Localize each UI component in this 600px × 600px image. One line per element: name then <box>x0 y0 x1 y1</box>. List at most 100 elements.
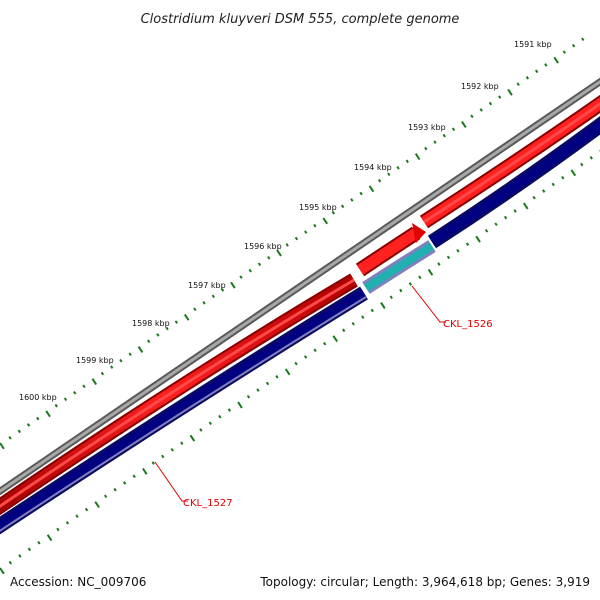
outer-minor-tick <box>73 391 77 395</box>
outer-minor-tick <box>470 114 474 119</box>
inner-minor-tick <box>580 162 584 167</box>
outer-minor-tick <box>488 101 493 106</box>
outer-minor-tick <box>544 63 548 67</box>
outer-minor-tick <box>156 333 160 337</box>
ruler-label-1593: 1593 kbp <box>408 123 446 132</box>
inner-minor-tick <box>103 494 108 499</box>
inner-minor-tick <box>84 507 89 512</box>
outer-major-tick <box>322 217 329 225</box>
outer-minor-tick <box>267 256 271 260</box>
inner-minor-tick <box>256 388 260 392</box>
outer-minor-tick <box>396 166 400 170</box>
inner-major-tick <box>380 302 386 309</box>
inner-minor-tick <box>56 527 60 532</box>
outer-major-tick <box>461 121 467 128</box>
outer-major-tick <box>414 153 421 161</box>
outer-minor-tick <box>359 191 363 196</box>
inner-major-tick <box>94 501 100 509</box>
inner-minor-tick <box>342 328 346 333</box>
outer-minor-tick <box>285 243 289 247</box>
inner-minor-tick <box>542 189 546 193</box>
inner-major-tick <box>189 434 196 442</box>
inner-minor-tick <box>170 448 174 452</box>
ruler-label-1594: 1594 kbp <box>354 163 392 172</box>
inner-minor-tick <box>551 182 555 187</box>
outer-minor-tick <box>498 95 502 99</box>
outer-minor-tick <box>304 230 308 234</box>
outer-minor-tick <box>220 288 225 292</box>
inner-minor-tick <box>227 408 232 412</box>
inner-major-tick <box>46 534 53 542</box>
outer-minor-tick <box>174 320 179 324</box>
inner-minor-tick <box>418 275 422 280</box>
outer-minor-tick <box>350 198 354 202</box>
outer-minor-tick <box>146 339 151 344</box>
outer-minor-tick <box>562 50 567 54</box>
outer-minor-tick <box>581 37 585 42</box>
inner-minor-tick <box>465 242 470 246</box>
outer-minor-tick <box>516 82 520 87</box>
outer-minor-tick <box>36 416 40 421</box>
inner-minor-tick <box>27 547 32 552</box>
outer-minor-tick <box>294 236 299 241</box>
outer-minor-tick <box>119 358 123 363</box>
outer-minor-tick <box>257 262 262 267</box>
ruler-label-1595: 1595 kbp <box>299 203 337 212</box>
outer-minor-tick <box>331 211 336 215</box>
inner-minor-tick <box>456 248 460 253</box>
outer-minor-tick <box>451 127 456 132</box>
outer-minor-tick <box>534 69 539 74</box>
gene-label-ckl1527[interactable]: CKL_1527 <box>183 498 233 509</box>
inner-minor-tick <box>218 414 222 419</box>
inner-minor-tick <box>437 262 441 266</box>
outer-minor-tick <box>340 204 345 209</box>
outer-ruler-ticks <box>0 37 585 450</box>
inner-minor-tick <box>122 481 127 485</box>
inner-minor-tick <box>351 321 355 326</box>
inner-major-tick <box>475 235 481 243</box>
inner-minor-tick <box>113 487 117 492</box>
inner-minor-tick <box>561 175 565 180</box>
outer-minor-tick <box>405 159 409 164</box>
outer-minor-tick <box>26 423 31 427</box>
reverse-strand-track <box>0 116 600 535</box>
gene-label-ckl1527-group: CKL_1527 <box>154 461 233 509</box>
inner-major-tick <box>570 169 577 177</box>
outer-major-tick <box>230 281 236 289</box>
inner-minor-tick <box>75 514 79 518</box>
outer-minor-tick <box>128 352 132 357</box>
inner-major-tick <box>284 368 291 376</box>
inner-minor-tick <box>180 441 184 445</box>
gene-label-ckl1526[interactable]: CKL_1526 <box>443 319 493 330</box>
inner-minor-tick <box>151 461 155 465</box>
ruler-label-1596: 1596 kbp <box>244 242 282 251</box>
genome-summary-text: Topology: circular; Length: 3,964,618 bp… <box>259 575 590 589</box>
ruler-label-1597: 1597 kbp <box>188 281 226 290</box>
inner-minor-tick <box>503 215 508 220</box>
inner-minor-tick <box>37 540 41 545</box>
outer-major-tick <box>276 249 282 257</box>
outer-major-tick <box>137 346 144 353</box>
outer-minor-tick <box>313 223 317 228</box>
map-title: Clostridium kluyveri DSM 555, complete g… <box>141 12 460 27</box>
outer-major-tick <box>45 410 51 418</box>
ruler-label-1598: 1598 kbp <box>132 319 170 328</box>
inner-minor-tick <box>484 229 489 233</box>
accession-text: Accession: NC_009706 <box>10 575 146 589</box>
inner-minor-tick <box>389 295 393 300</box>
inner-minor-tick <box>446 255 451 260</box>
ruler-labels: 1591 kbp 1592 kbp 1593 kbp 1594 kbp 1595… <box>19 40 552 402</box>
outer-minor-tick <box>8 436 12 440</box>
gene-label-ckl1526-group: CKL_1526 <box>411 285 493 330</box>
inner-minor-tick <box>294 361 298 366</box>
inner-minor-tick <box>532 195 536 200</box>
inner-major-tick <box>332 335 339 343</box>
forward-gene-arrowhead <box>412 223 426 243</box>
outer-minor-tick <box>424 146 428 151</box>
inner-minor-tick <box>589 156 593 160</box>
outer-minor-tick <box>387 172 391 177</box>
ruler-label-1591: 1591 kbp <box>514 40 552 49</box>
inner-minor-tick <box>370 308 374 313</box>
leader-line-ckl1526 <box>411 285 446 323</box>
inner-minor-tick <box>208 421 213 426</box>
